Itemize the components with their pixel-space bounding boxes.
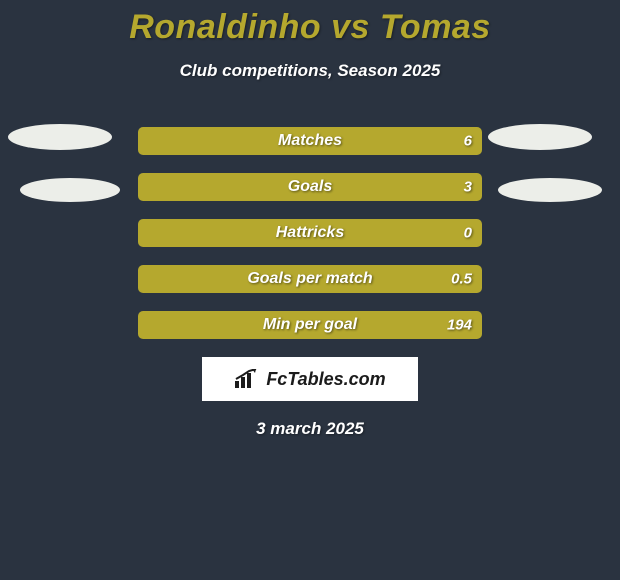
date: 3 march 2025 xyxy=(0,419,620,439)
player1-avatar-top xyxy=(8,124,112,150)
stat-row-hattricks: Hattricks 0 xyxy=(138,219,482,247)
page-title: Ronaldinho vs Tomas xyxy=(0,0,620,47)
chart-icon xyxy=(234,369,260,389)
stat-row-goals: Goals 3 xyxy=(138,173,482,201)
page-subtitle: Club competitions, Season 2025 xyxy=(0,61,620,81)
stat-value: 6 xyxy=(464,133,472,150)
stat-value: 3 xyxy=(464,179,472,196)
stat-row-goals-per-match: Goals per match 0.5 xyxy=(138,265,482,293)
player2-avatar-top xyxy=(488,124,592,150)
logo-text: FcTables.com xyxy=(266,369,385,390)
stat-value: 0.5 xyxy=(451,271,472,288)
stat-row-min-per-goal: Min per goal 194 xyxy=(138,311,482,339)
stat-label: Goals xyxy=(138,178,482,196)
stat-label: Matches xyxy=(138,132,482,150)
player2-avatar-bottom xyxy=(498,178,602,202)
stat-label: Min per goal xyxy=(138,316,482,334)
stat-row-matches: Matches 6 xyxy=(138,127,482,155)
logo-box[interactable]: FcTables.com xyxy=(202,357,418,401)
stat-value: 0 xyxy=(464,225,472,242)
stats-container: Matches 6 Goals 3 Hattricks 0 Goals per … xyxy=(138,127,482,339)
stat-value: 194 xyxy=(447,317,472,334)
stat-label: Goals per match xyxy=(138,270,482,288)
stat-label: Hattricks xyxy=(138,224,482,242)
player1-avatar-bottom xyxy=(20,178,120,202)
